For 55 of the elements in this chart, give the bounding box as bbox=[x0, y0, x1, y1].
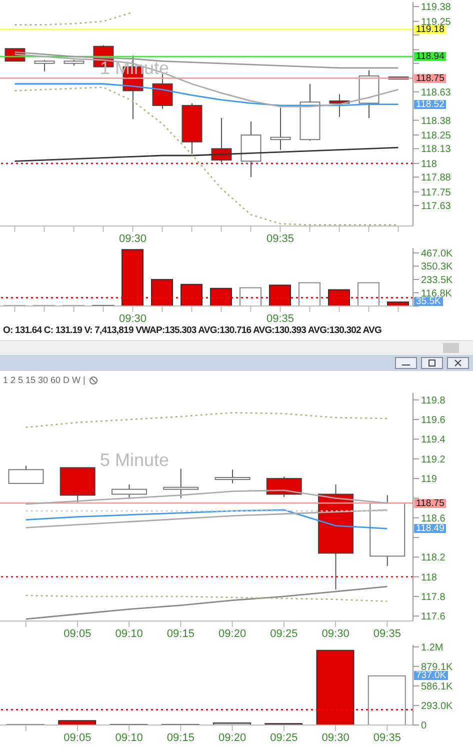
x-tick-label: 09:35 bbox=[373, 732, 401, 744]
y-tick-label: 119.6 bbox=[421, 415, 446, 426]
y-tick-label: 118.13 bbox=[421, 144, 452, 156]
y-tick-label: 119.38 bbox=[421, 2, 452, 14]
y-tick-label: 0 bbox=[421, 720, 427, 732]
x-tick-label: 09:30 bbox=[118, 232, 147, 245]
text: 35.5K bbox=[414, 296, 443, 308]
x-tick-label: 09:30 bbox=[322, 628, 350, 640]
x-tick-label: 09:15 bbox=[166, 628, 194, 640]
y-tick-label: 117.75 bbox=[421, 187, 452, 198]
ref-line-label: 118.94 bbox=[414, 51, 446, 62]
text: 1 2 5 15 30 60 D W | bbox=[3, 374, 86, 387]
y-tick-label: 350.3K bbox=[421, 262, 454, 273]
y-tick-label: 117.63 bbox=[421, 201, 452, 212]
x-tick-label: 09:35 bbox=[373, 628, 401, 640]
y-tick-label: 118.38 bbox=[421, 116, 452, 127]
x-tick-label: 09:25 bbox=[270, 732, 298, 744]
x-tick-label: 09:20 bbox=[218, 628, 246, 640]
y-tick-label: 119.4 bbox=[421, 434, 446, 446]
y-tick-label: 1.2M bbox=[421, 642, 444, 654]
y-tick-label: 118 bbox=[421, 572, 438, 584]
y-tick-label: 293.0K bbox=[421, 701, 454, 712]
x-tick-label: 09:20 bbox=[218, 732, 246, 744]
y-tick-label: 467.0K bbox=[421, 248, 454, 260]
text: 118.52 bbox=[414, 98, 446, 110]
y-tick-label: 879.1K bbox=[421, 662, 454, 673]
x-tick-label: 09:05 bbox=[64, 628, 92, 640]
x-tick-label: 09:05 bbox=[64, 732, 92, 744]
ref-line-label: 118.75 bbox=[414, 498, 446, 509]
y-tick-label: 233.5K bbox=[421, 274, 454, 286]
y-tick-label: 118.63 bbox=[421, 87, 452, 98]
y-tick-label: 118.25 bbox=[421, 130, 452, 142]
y-tick-label: 586.1K bbox=[421, 681, 454, 692]
x-tick-label: 09:30 bbox=[118, 312, 147, 325]
x-tick-label: 09:10 bbox=[115, 732, 143, 744]
x-tick-label: 09:35 bbox=[266, 232, 294, 245]
x-tick-label: 09:25 bbox=[270, 628, 298, 640]
text: 5 Minute bbox=[100, 450, 170, 471]
x-tick-label: 09:30 bbox=[322, 732, 350, 744]
x-tick-label: 09:15 bbox=[166, 732, 194, 744]
y-tick-label: 118.6 bbox=[421, 513, 446, 524]
ref-line-label: 118.75 bbox=[414, 72, 446, 84]
text: 737.0K bbox=[414, 670, 448, 682]
y-tick-label: 119 bbox=[421, 474, 438, 486]
text: O: 131.64 C: 131.19 V: 7,413,819 VWAP:135.303 AVG:130.716 AVG:130.393 AVG:130.302 AVG bbox=[3, 325, 382, 336]
y-tick-label: 117.6 bbox=[421, 612, 446, 623]
x-tick-label: 09:35 bbox=[266, 312, 294, 325]
text: 118.49 bbox=[414, 523, 446, 534]
y-tick-label: 118.2 bbox=[421, 552, 446, 564]
x-tick-label: 09:10 bbox=[115, 628, 143, 640]
y-tick-label: 118 bbox=[421, 159, 438, 170]
y-tick-label: 119.2 bbox=[421, 454, 446, 466]
y-tick-label: 117.88 bbox=[421, 172, 452, 184]
y-tick-label: 117.8 bbox=[421, 592, 446, 603]
y-tick-label: 119.8 bbox=[421, 395, 446, 406]
